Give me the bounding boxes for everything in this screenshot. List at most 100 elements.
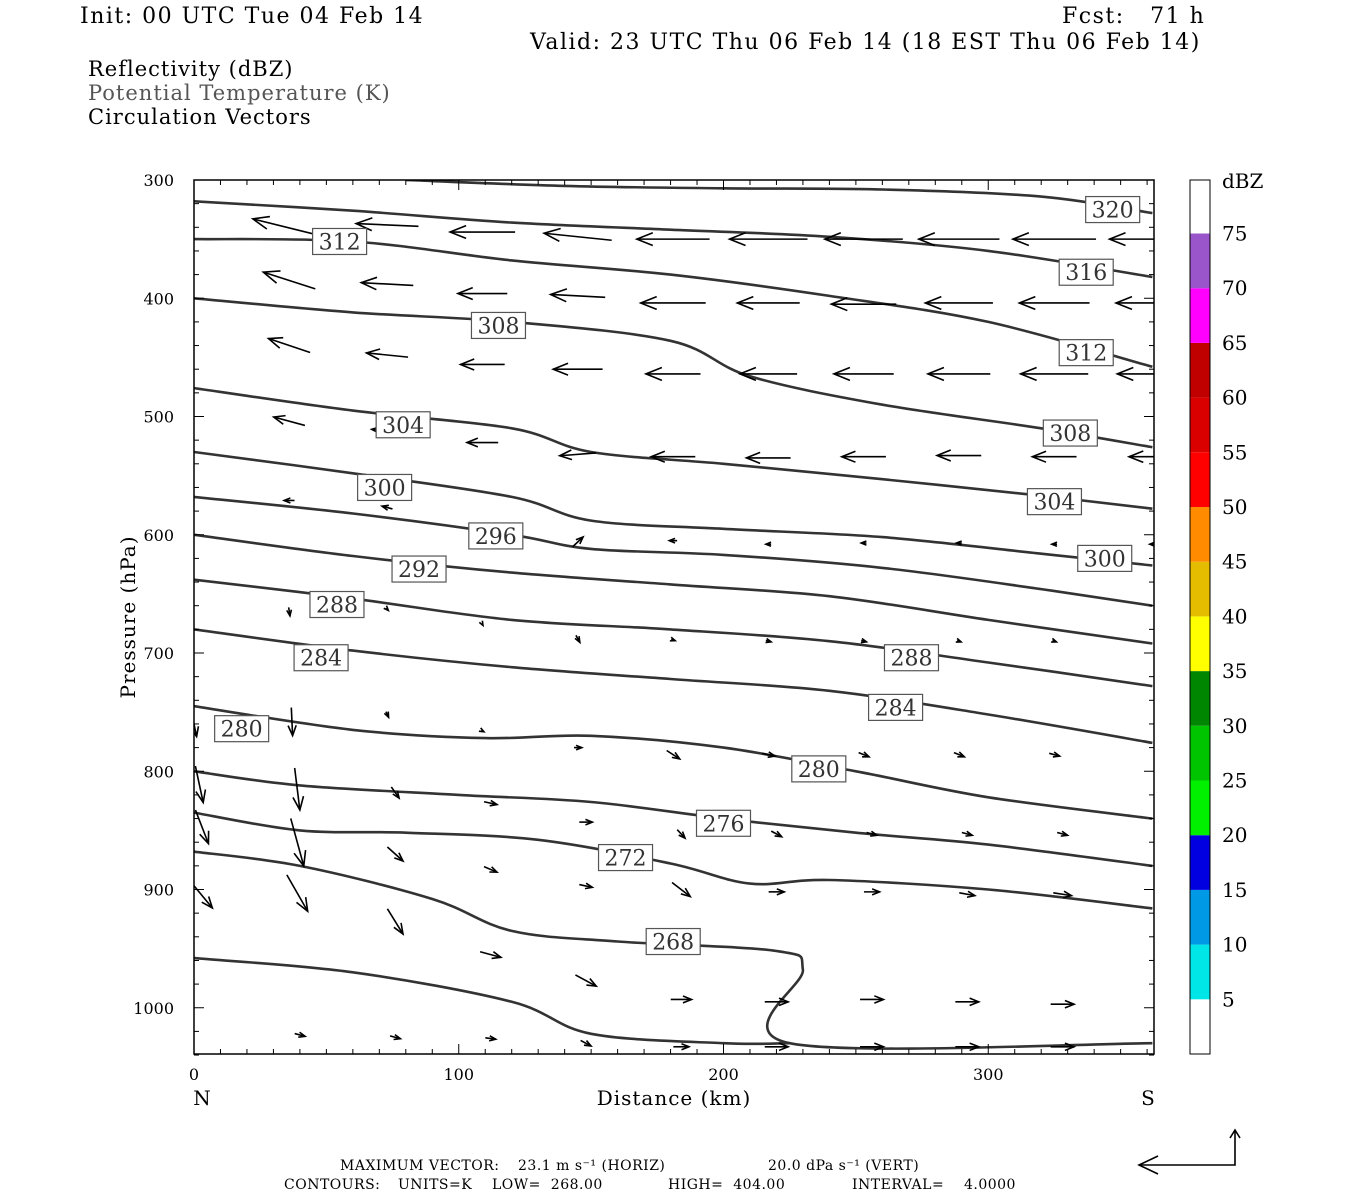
vector-head <box>765 637 774 644</box>
vector-head <box>584 882 595 890</box>
contour-label-box <box>695 809 752 837</box>
vector-head <box>925 366 945 382</box>
colorbar-label-30: 30 <box>1222 714 1247 738</box>
colorbar-label-60: 60 <box>1222 386 1247 410</box>
contour-label-box <box>883 644 940 672</box>
colorbar-cell-50 <box>1190 452 1210 507</box>
colorbar-cell-10 <box>1190 889 1210 945</box>
vector-shaft <box>194 719 198 737</box>
vector-head <box>489 799 500 807</box>
vector-shaft <box>289 818 305 867</box>
vector-head <box>201 896 214 910</box>
vector-head <box>392 790 401 800</box>
y-tick-label: 900 <box>143 881 174 900</box>
x-tick-label: 200 <box>708 1065 739 1084</box>
colorbar-label-50: 50 <box>1222 495 1247 519</box>
colorbar-label-5: 5 <box>1222 987 1235 1011</box>
vector-head <box>271 414 286 425</box>
vector-head <box>859 540 867 546</box>
contour-label-box <box>1042 419 1098 447</box>
vector-head <box>737 366 757 382</box>
vector-shaft <box>959 892 976 897</box>
vector-head <box>199 830 210 846</box>
vector-head <box>874 995 886 1004</box>
vector-shaft <box>356 222 419 228</box>
contour-label-box <box>214 715 270 743</box>
vector-shaft <box>483 800 498 806</box>
vector-head <box>1017 295 1036 311</box>
vector-head <box>548 288 568 303</box>
colorbar-cell-5 <box>1190 944 1210 1000</box>
contour-label-268: 268 <box>652 931 694 956</box>
contour-label-280: 280 <box>798 758 840 783</box>
vector-head <box>478 727 486 733</box>
contour-labels: 320 316 312 312 308 308 304 304 300 300 296 292 288 2… <box>214 195 1141 956</box>
contour-label-308: 308 <box>477 314 519 339</box>
colorbar-label-45: 45 <box>1222 550 1247 574</box>
north-label: N <box>193 1086 211 1110</box>
vector-head <box>1115 366 1134 382</box>
vector-head <box>1107 231 1126 247</box>
reference-vector-vert-head <box>1229 1128 1241 1139</box>
vector-head <box>393 1033 403 1041</box>
vector-head <box>575 535 585 545</box>
vector-head <box>778 997 791 1007</box>
contour-label-292: 292 <box>398 558 440 583</box>
contour-label-box <box>309 590 365 619</box>
colorbar-label-70: 70 <box>1222 276 1247 300</box>
vector-head <box>776 888 787 896</box>
y-tick-label: 600 <box>143 526 174 545</box>
x-tick-label: 300 <box>973 1065 1004 1084</box>
vector-shaft <box>361 281 414 287</box>
contour-label-box <box>470 311 527 340</box>
vector-head <box>682 995 694 1004</box>
vector-shaft <box>290 707 294 736</box>
vector-shaft <box>666 749 681 760</box>
vector-head <box>681 1043 692 1051</box>
contour-label-300: 300 <box>1084 547 1126 572</box>
vector-head <box>1126 450 1144 464</box>
colorbar-label-25: 25 <box>1222 769 1247 793</box>
vector-head <box>586 978 599 988</box>
colorbar-label-10: 10 <box>1222 933 1247 957</box>
contour-304 <box>194 386 1153 510</box>
vector-head <box>250 215 271 230</box>
vector-shaft <box>479 950 502 959</box>
field-label-potential-temperature: Potential Temperature (K) <box>88 81 391 105</box>
contour-label-304: 304 <box>382 414 424 439</box>
contour-label-276: 276 <box>703 812 745 837</box>
contour-label-280: 280 <box>221 718 263 743</box>
colorbar-label-35: 35 <box>1222 659 1247 683</box>
vector-head <box>551 362 569 376</box>
vector-shaft <box>286 874 309 912</box>
y-tick-label: 400 <box>143 289 174 308</box>
vector-head <box>727 231 746 247</box>
contour-label-312: 312 <box>319 230 361 255</box>
contour-label-304: 304 <box>1033 491 1075 516</box>
vector-head <box>1113 295 1133 311</box>
contour-284 <box>194 628 1153 745</box>
vector-head <box>680 887 692 898</box>
vector-head <box>774 830 784 838</box>
vector-head <box>822 231 842 247</box>
vector-head <box>575 744 584 751</box>
vector-shaft <box>761 752 776 757</box>
vector-head <box>464 437 479 448</box>
contour-label-288: 288 <box>316 594 358 619</box>
vector-head <box>669 636 678 642</box>
contour-label-300: 300 <box>364 476 406 501</box>
vector-head <box>829 297 848 312</box>
contour-label-box <box>1026 488 1083 516</box>
init-time: Init: 00 UTC Tue 04 Feb 14 <box>80 4 425 29</box>
vector-shaft <box>386 846 404 862</box>
contours-high: HIGH= 404.00 <box>668 1177 786 1193</box>
south-label: S <box>1141 1086 1155 1110</box>
vector-shaft <box>550 293 606 299</box>
contour-label-296: 296 <box>475 525 517 550</box>
vector-head <box>871 888 882 896</box>
contour-label-box <box>1058 339 1114 367</box>
colorbar-cell-25 <box>1190 725 1210 781</box>
contour-316 <box>194 200 1153 279</box>
colorbar-cell-15 <box>1190 835 1210 890</box>
vector-head <box>458 358 475 371</box>
